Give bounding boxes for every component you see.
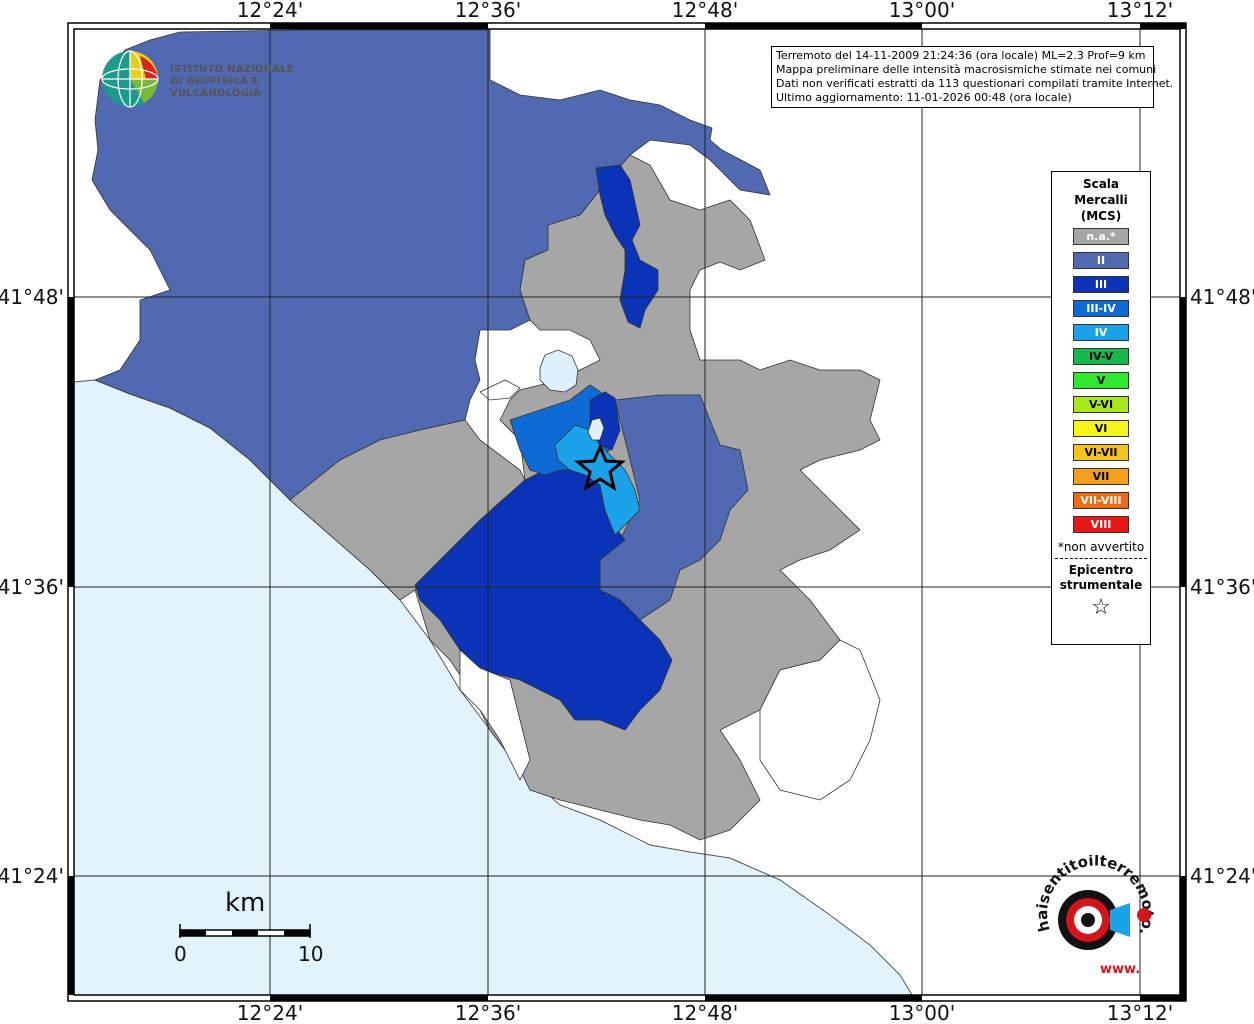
lon-tick-top-2: 12°36' [455,0,521,22]
lat-tick-right-3: 41°24' [1190,864,1254,888]
ingv-line-1: ISTITUTO NAZIONALE [170,64,294,75]
event-info-line-1: Terremoto del 14-11-2009 21:24:36 (ora l… [776,49,1146,62]
lon-tick-bottom-5: 13°12' [1107,1001,1173,1024]
legend-item-9: VI-VII [1073,444,1129,461]
mcs-legend: Scala Mercalli (MCS) n.a.* II III III-IV IV I… [1051,171,1151,645]
legend-items: n.a.* II III III-IV IV IV-V V V-VI VI VI-VII VII VI… [1052,228,1150,533]
legend-title-1: Scala [1082,177,1120,191]
legend-epi-2: strumentale [1059,578,1143,592]
lat-tick-left-3: 41°24' [0,864,64,888]
legend-item-1: II [1073,252,1129,269]
lon-tick-top-3: 12°48' [672,0,738,22]
lon-tick-bottom-1: 12°24' [237,1001,303,1024]
event-info-line-3: Dati non verificati estratti da 113 ques… [776,77,1174,90]
scale-max: 10 [298,942,324,966]
legend-title-3: (MCS) [1080,209,1122,223]
lake-bracciano-area [539,349,579,393]
lat-tick-left-2: 41°36' [0,575,64,599]
haisentito-logo-icon: haisentitoilterremoto.it www. [1026,841,1157,977]
legend-item-12: VIII [1073,516,1129,533]
legend-item-4: IV [1073,324,1129,341]
ingv-globe-icon [101,50,159,108]
lon-tick-bottom-4: 13°00' [889,1001,955,1024]
epicenter-star-icon [574,443,626,492]
haisentito-logo-sub: www. [1100,962,1140,977]
scale-min: 0 [174,942,187,966]
event-info-box: Terremoto del 14-11-2009 21:24:36 (ora l… [771,46,1174,108]
lat-tick-right-2: 41°36' [1190,575,1254,599]
legend-item-7: V-VI [1073,396,1129,413]
scale-bar-graphic [179,924,311,938]
scale-bar: km 0 10 [160,888,340,968]
legend-item-3: III-IV [1073,300,1129,317]
graticule [74,29,1180,995]
event-info-line-4: Ultimo aggiornamento: 11-01-2026 00:48 (… [776,91,1072,104]
lon-tick-bottom-2: 12°36' [455,1001,521,1024]
legend-epi-1: Epicentro [1068,563,1134,577]
legend-item-6: V [1073,372,1129,389]
ingv-logo: ISTITUTO NAZIONALE DI GEOFISICA E VULCAN… [100,48,320,110]
legend-item-10: VII [1073,468,1129,485]
legend-title-2: Mercalli [1074,193,1128,207]
legend-separator [1055,558,1147,559]
lon-tick-top-1: 12°24' [237,0,303,22]
lon-tick-bottom-3: 12°48' [672,1001,738,1024]
lon-tick-top-5: 13°12' [1107,0,1173,22]
legend-item-2: III [1073,276,1129,293]
event-info-line-2: Mappa preliminare delle intensità macros… [776,63,1157,76]
lat-tick-left-1: 41°48' [0,285,64,309]
legend-star-icon: ☆ [1091,595,1111,620]
ingv-line-2: DI GEOFISICA E VULCANOLOGIA [170,76,261,99]
legend-item-8: VI [1073,420,1129,437]
map-frame [67,22,1187,1002]
white-patch-east [759,639,881,801]
legend-epicenter-label: Epicentro strumentale [1052,563,1150,593]
legend-note: *non avvertito [1057,540,1145,554]
white-patch-south [459,649,531,781]
lat-tick-right-1: 41°48' [1190,285,1254,309]
legend-item-11: VII-VIII [1073,492,1129,509]
legend-item-5: IV-V [1073,348,1129,365]
legend-title: Scala Mercalli (MCS) [1052,172,1150,224]
region-intensity-III-north [595,164,659,329]
haisentito-logo: haisentitoilterremoto.it www. [1026,841,1160,980]
lake-albano-area [587,417,605,441]
lon-tick-top-4: 13°00' [889,0,955,22]
ingv-logo-text: ISTITUTO NAZIONALE DI GEOFISICA E VULCAN… [170,64,320,100]
scale-unit: km [225,888,266,918]
legend-item-0: n.a.* [1073,228,1129,245]
